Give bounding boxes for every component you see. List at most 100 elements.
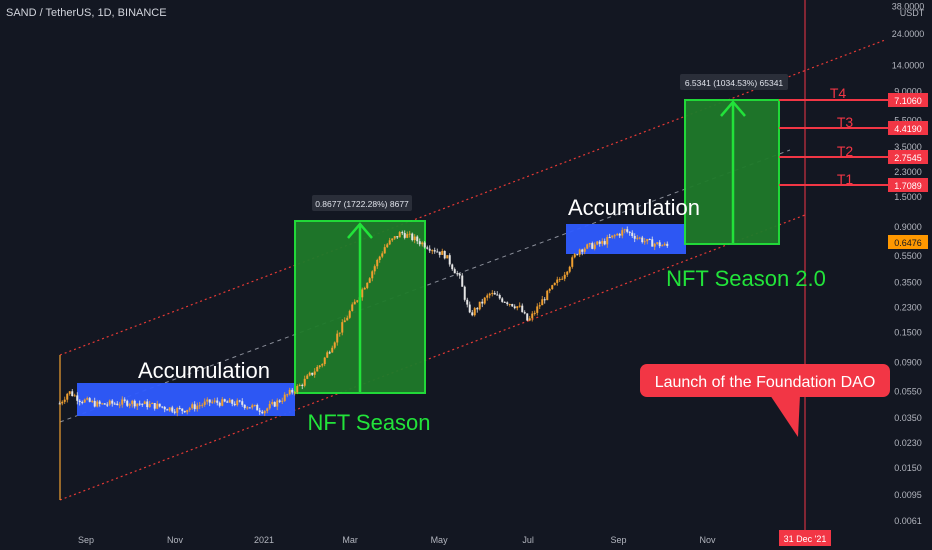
measure-arrow-1 [347,222,373,392]
y-tick-label: 3.5000 [894,142,922,152]
candle-body [153,403,156,409]
target-name-t1: T1 [837,171,854,187]
candle-body [116,403,119,406]
candle-body [568,266,571,272]
y-tick-label: 2.3000 [894,167,922,177]
candle-body [426,247,429,249]
candle-body [156,403,159,409]
target-lines [779,99,888,186]
candle-body [61,401,64,404]
candle-body [606,237,609,245]
candle-body [526,313,529,321]
candle-body [596,241,599,245]
candle-body [368,278,371,283]
candle-body [123,399,126,401]
candle-body [346,317,349,321]
channel-upper-line [59,39,886,356]
y-tick-label: 0.0350 [894,413,922,423]
candle-body [518,305,521,307]
candle-body [643,241,646,243]
candle-body [303,378,306,386]
candle-body [578,249,581,255]
candle-body [451,264,454,270]
candle-body [501,298,504,302]
candle-body [598,241,601,244]
candle-body [261,411,264,414]
candle-body [403,233,406,238]
candle-body [331,347,334,353]
candle-body [583,248,586,252]
y-tick-label: 0.5500 [894,251,922,261]
candle-body [216,400,219,403]
candle-body [653,243,656,247]
candle-body [288,389,291,395]
annotation-nft-season: NFT Season [307,410,430,435]
candle-body [543,299,546,301]
y-tick-label: 14.0000 [892,60,925,70]
candle-body [586,244,589,249]
candle-body [111,400,114,404]
candle-body [143,401,146,405]
candle-body [291,389,294,393]
candle-body [103,403,106,405]
candle-body [126,400,129,406]
y-tick-label: 0.1500 [894,328,922,338]
candle-body [66,393,69,400]
accumulation-box-2[interactable] [566,224,686,254]
price-axis[interactable]: 38.000024.000014.00009.00005.50003.50002… [892,2,925,526]
candle-body [328,352,331,354]
candle-body [391,238,394,241]
candle-body [101,403,104,405]
candle-body [326,352,329,358]
candle-body [438,251,441,255]
candle-body [83,399,86,403]
candle-body [381,253,384,257]
candle-body [491,292,494,294]
candle-body [508,304,511,306]
candle-body [666,243,669,246]
candle-body [321,364,324,366]
candle-body [593,244,596,249]
time-axis[interactable]: Sep Nov 2021 Mar May Jul Sep Nov [78,535,716,545]
candle-body [561,278,564,280]
candle-body [503,301,506,303]
candle-body [511,304,514,307]
foundation-dao-callout[interactable]: Launch of the Foundation DAO [640,364,890,437]
candle-body [656,242,659,244]
candle-body [513,306,516,309]
candle-body [86,398,89,400]
candle-body [373,266,376,272]
candle-body [158,403,161,407]
candle-body [108,400,111,405]
candle-body [523,312,526,314]
candle-body [478,301,481,310]
annotation-nft-season-2: NFT Season 2.0 [666,266,826,291]
currency-label: USDT [900,8,925,18]
candle-body [443,251,446,259]
y-tick-label: 0.0150 [894,463,922,473]
candle-body [588,243,591,245]
candle-body [348,311,351,318]
candle-body [88,398,91,402]
candle-body [466,299,469,305]
candle-body [453,269,456,274]
candle-body [336,333,339,343]
candle-body [641,237,644,243]
x-tick-label: Jul [522,535,534,545]
candles [58,226,669,417]
y-tick-label: 0.0550 [894,387,922,397]
candle-body [521,305,524,313]
candle-body [483,297,486,304]
candle-body [658,242,661,247]
candle-body [613,235,616,237]
candle-body [151,403,154,405]
y-tick-label: 38.0000 [892,2,925,12]
candle-body [396,236,399,238]
accumulation-box-1[interactable] [77,383,295,416]
candle-body [471,312,474,316]
candle-body [198,405,201,407]
candle-body [608,237,611,239]
candle-body [626,229,629,232]
candle-body [236,400,239,406]
